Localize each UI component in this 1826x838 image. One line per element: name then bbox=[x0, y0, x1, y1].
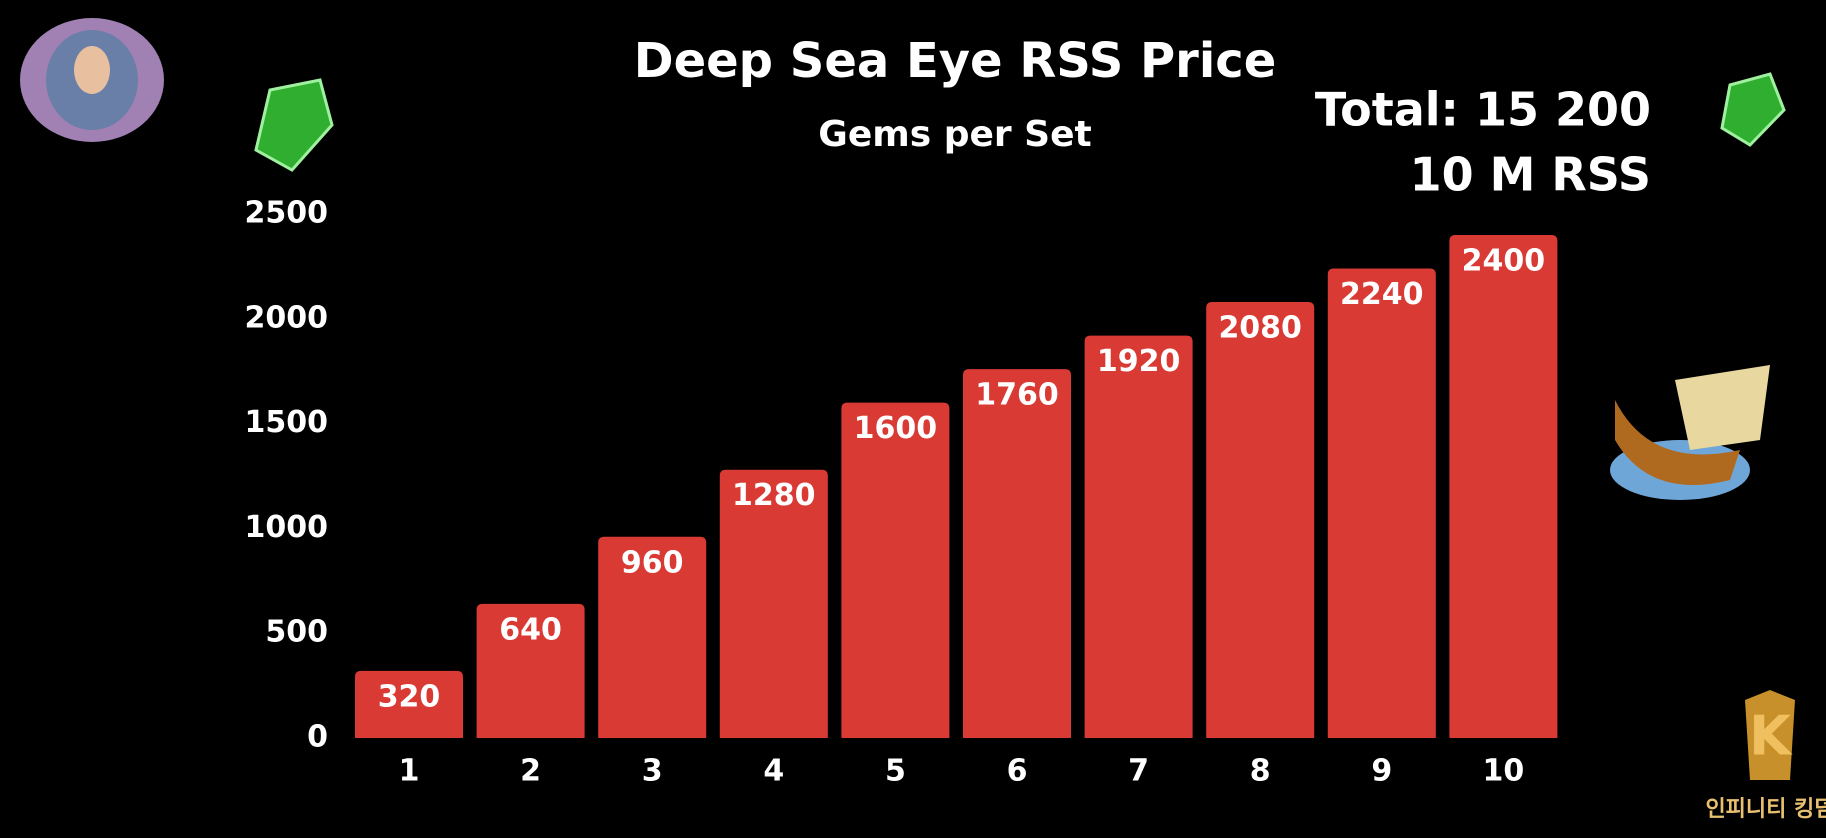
portrait-icon bbox=[20, 18, 164, 142]
x-tick-label: 6 bbox=[1007, 754, 1028, 789]
gem-icon bbox=[1720, 72, 1786, 147]
value-label: 2240 bbox=[1340, 277, 1424, 312]
chart-subtitle: Gems per Set bbox=[818, 114, 1091, 155]
bar bbox=[1449, 234, 1558, 738]
bar bbox=[963, 369, 1071, 738]
y-tick-label: 0 bbox=[307, 720, 328, 755]
x-tick-label: 5 bbox=[885, 754, 906, 789]
bar bbox=[598, 536, 707, 738]
bar bbox=[1084, 335, 1193, 738]
value-label: 1280 bbox=[732, 478, 816, 513]
y-tick-label: 2500 bbox=[245, 196, 329, 231]
x-tick-label: 7 bbox=[1128, 754, 1149, 789]
value-label: 960 bbox=[621, 545, 684, 580]
x-tick-label: 2 bbox=[520, 754, 541, 789]
y-tick-label: 2000 bbox=[245, 300, 329, 335]
watermark: 인피니티 킹덤 bbox=[1705, 797, 1826, 822]
bar bbox=[841, 402, 950, 738]
y-tick-label: 1500 bbox=[245, 405, 329, 440]
x-tick-label: 1 bbox=[399, 754, 420, 789]
x-tick-label: 8 bbox=[1250, 754, 1271, 789]
value-label: 640 bbox=[499, 612, 562, 647]
svg-text:K: K bbox=[1749, 705, 1793, 768]
bar bbox=[1206, 302, 1315, 738]
value-label: 320 bbox=[378, 679, 441, 714]
x-tick-label: 10 bbox=[1483, 754, 1525, 789]
x-tick-label: 3 bbox=[642, 754, 663, 789]
y-tick-label: 1000 bbox=[245, 510, 329, 545]
bar bbox=[1327, 268, 1436, 738]
value-label: 2400 bbox=[1462, 243, 1546, 278]
x-tick-label: 9 bbox=[1371, 754, 1392, 789]
value-label: 1920 bbox=[1097, 344, 1181, 379]
value-label: 2080 bbox=[1218, 311, 1302, 346]
annotation: Total: 15 200 bbox=[1315, 83, 1651, 137]
value-label: 1760 bbox=[975, 378, 1059, 413]
bar bbox=[355, 670, 463, 738]
annotation: 10 M RSS bbox=[1410, 148, 1651, 202]
value-label: 1600 bbox=[854, 411, 938, 446]
bar bbox=[476, 603, 585, 738]
x-tick-label: 4 bbox=[763, 754, 784, 789]
ship-icon bbox=[1610, 365, 1770, 500]
logo-icon: K bbox=[1745, 690, 1795, 780]
bar bbox=[719, 469, 828, 738]
y-tick-label: 500 bbox=[265, 615, 328, 650]
gem-icon bbox=[254, 78, 334, 172]
chart-title: Deep Sea Eye RSS Price bbox=[634, 33, 1277, 89]
